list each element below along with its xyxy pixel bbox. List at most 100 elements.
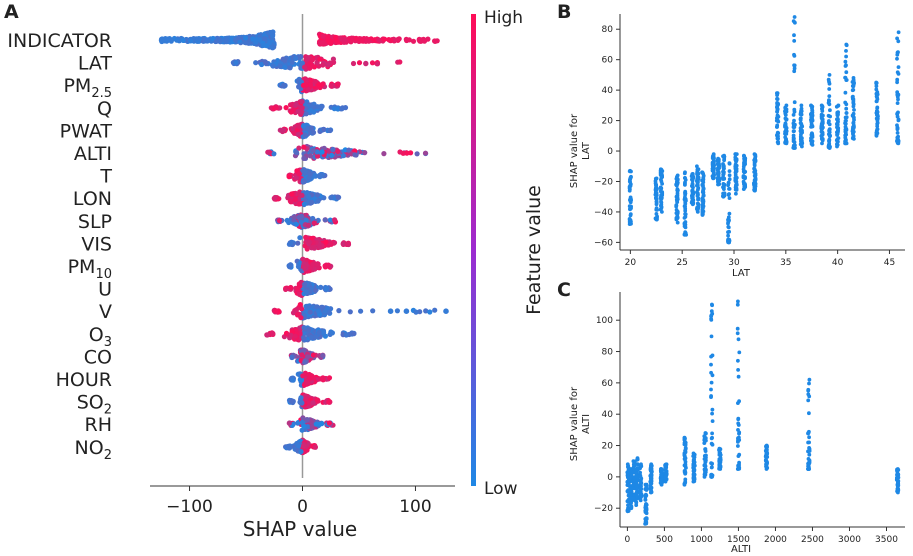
dependence-point — [703, 447, 707, 452]
dependence-point — [638, 463, 643, 468]
x-tick-label: 20 — [625, 258, 637, 268]
dependence-point — [682, 204, 687, 209]
dependence-point — [692, 455, 697, 459]
dependence-point — [734, 191, 738, 196]
shap-point — [300, 443, 307, 449]
y-tick-label: −20 — [594, 504, 613, 514]
dependence-point — [726, 233, 730, 238]
dependence-point — [843, 90, 848, 95]
dependence-point — [683, 176, 687, 180]
dependence-point — [709, 461, 713, 465]
feature-label: VIS — [81, 233, 112, 255]
dependence-point — [726, 220, 731, 225]
dependence-point — [850, 88, 855, 93]
dependence-point — [850, 84, 855, 88]
shap-point — [382, 36, 388, 42]
dependence-point — [675, 187, 680, 192]
dependence-point — [807, 429, 811, 434]
dependence-point — [722, 157, 727, 161]
shap-point — [296, 145, 302, 151]
dependence-point — [792, 123, 797, 128]
dependence-column — [702, 431, 708, 479]
dependence-point — [709, 465, 714, 470]
colorbar-low-label: Low — [484, 479, 518, 499]
dependence-point — [851, 120, 856, 125]
dependence-point — [828, 114, 832, 119]
dependence-point — [635, 490, 639, 494]
dependence-point — [683, 446, 688, 451]
dependence-point — [763, 458, 768, 462]
shap-point — [320, 352, 326, 359]
dependence-point — [799, 128, 804, 133]
shap-point — [305, 125, 311, 131]
feature-name: LAT — [78, 53, 113, 75]
dependence-point — [674, 211, 679, 216]
dependence-point — [674, 183, 679, 188]
shap-point — [351, 331, 357, 337]
dependence-point — [717, 162, 721, 166]
shap-point — [397, 149, 403, 155]
shap-point — [333, 34, 339, 40]
dependence-point — [710, 419, 715, 423]
dependence-point — [718, 453, 723, 457]
dependence-point — [734, 152, 739, 157]
dependence-point — [799, 139, 803, 144]
dependence-column — [653, 176, 659, 222]
feature-name: ALTI — [74, 143, 112, 165]
shap-point — [315, 153, 321, 159]
shap-point — [283, 286, 289, 292]
dependence-point — [702, 434, 707, 438]
shap-point — [290, 377, 296, 383]
dependence-point — [820, 132, 825, 137]
dependence-point — [710, 353, 715, 358]
shap-point — [370, 308, 376, 314]
dependence-point — [722, 191, 727, 196]
x-axis: −100 0 100 — [150, 485, 455, 517]
shap-point — [350, 60, 357, 67]
beeswarm-row — [230, 54, 403, 72]
shap-point — [287, 198, 293, 204]
dependence-point — [753, 173, 758, 178]
beeswarm-row — [286, 392, 333, 410]
dependence-point — [895, 50, 900, 55]
dependence-column — [783, 103, 789, 146]
shap-point — [293, 55, 299, 62]
dependence-point — [683, 192, 687, 197]
dependence-point — [727, 196, 732, 201]
dependence-point — [709, 473, 713, 477]
dependence-point — [690, 183, 695, 187]
dependence-point — [700, 170, 705, 175]
dependence-point — [895, 80, 899, 85]
dependence-point — [638, 470, 642, 475]
dependence-point — [764, 444, 768, 449]
shap-point — [329, 152, 335, 158]
y-tick-label: 40 — [602, 410, 614, 420]
y-tick-label: −60 — [594, 238, 613, 248]
shap-point — [353, 35, 359, 41]
dependence-point — [896, 139, 901, 143]
dependence-column — [717, 446, 723, 471]
dependence-column — [735, 299, 742, 471]
x-tick-label: 2500 — [801, 535, 824, 545]
shap-point — [305, 87, 311, 93]
shap-point — [298, 54, 304, 60]
shap-point — [270, 330, 276, 337]
dependence-point — [716, 172, 720, 177]
dependence-point — [874, 87, 879, 92]
shap-point — [311, 109, 317, 115]
shap-point — [294, 101, 300, 107]
shap-point — [327, 127, 333, 134]
dependence-point — [658, 207, 663, 212]
dependence-point — [733, 164, 738, 169]
shap-point — [309, 57, 315, 63]
shap-point — [335, 81, 341, 87]
dependence-point — [709, 313, 714, 318]
dependence-point — [654, 190, 658, 195]
dependence-point — [696, 204, 701, 209]
shap-point — [265, 149, 271, 155]
dependence-point — [654, 195, 658, 200]
dependence-point — [810, 131, 814, 136]
dependence-column — [874, 80, 880, 138]
beeswarm-row — [268, 98, 349, 118]
dependence-point — [743, 169, 748, 174]
